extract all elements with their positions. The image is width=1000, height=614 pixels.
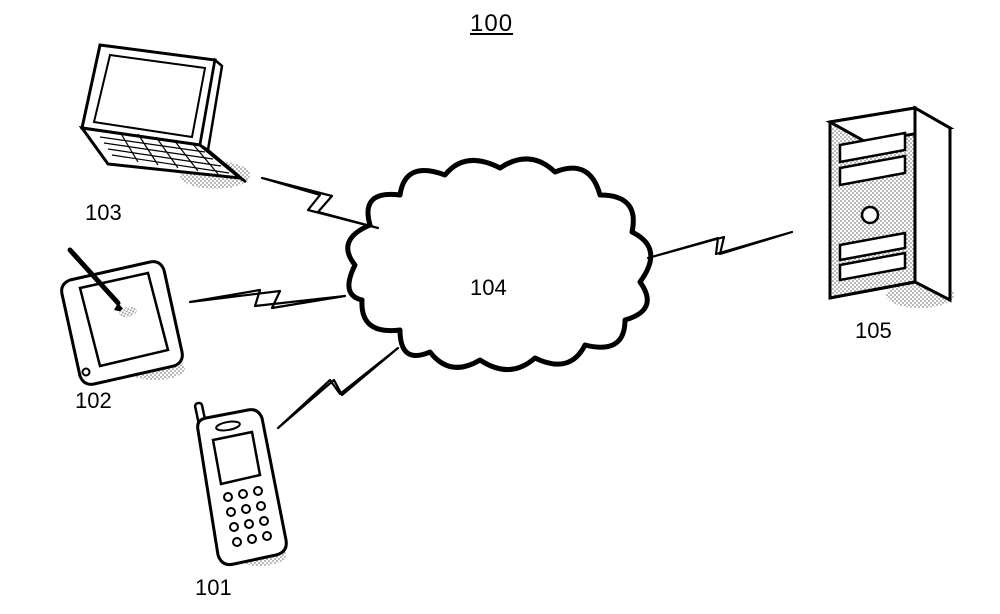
laptop-icon (82, 45, 250, 189)
label-105: 105 (855, 318, 892, 344)
edge-phone-cloud (278, 348, 398, 428)
edge-laptop-cloud (262, 178, 378, 228)
diagram-canvas: 100 (0, 0, 1000, 614)
cloud-icon (348, 159, 651, 370)
label-103: 103 (85, 200, 122, 226)
tablet-icon (62, 250, 185, 384)
label-102: 102 (75, 388, 112, 414)
edge-cloud-server (648, 232, 792, 258)
label-101: 101 (195, 575, 232, 601)
diagram-svg (0, 0, 1000, 614)
phone-icon (195, 402, 287, 566)
label-104: 104 (470, 275, 507, 301)
server-icon (830, 108, 954, 308)
edge-tablet-cloud (190, 290, 345, 308)
